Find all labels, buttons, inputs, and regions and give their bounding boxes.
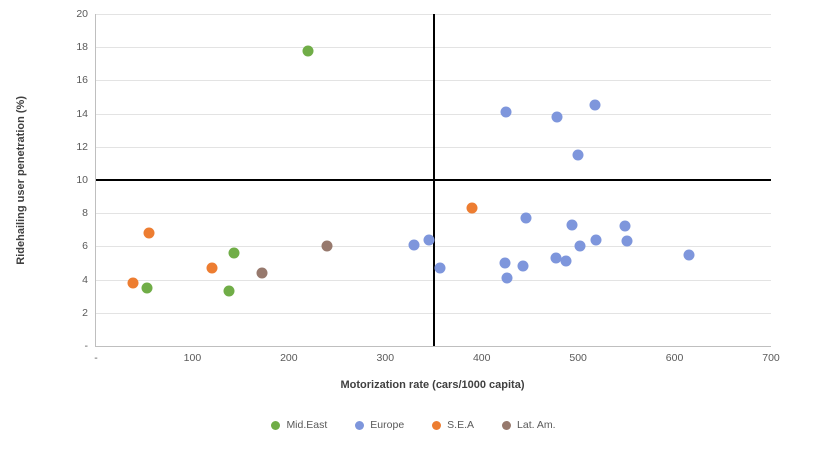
data-point bbox=[302, 45, 314, 57]
legend-marker-icon bbox=[432, 420, 442, 430]
y-axis-title: Ridehailing user penetration (%) bbox=[12, 14, 30, 346]
y-tick-label: - bbox=[84, 340, 89, 352]
data-point bbox=[228, 247, 240, 259]
x-tick-label: 200 bbox=[280, 352, 298, 364]
data-point bbox=[619, 220, 631, 232]
x-tick-label: 500 bbox=[569, 352, 587, 364]
legend-item: Europe bbox=[355, 419, 404, 431]
data-point bbox=[256, 267, 268, 279]
data-point bbox=[560, 255, 572, 267]
data-point bbox=[574, 240, 586, 252]
legend-item: Mid.East bbox=[271, 419, 327, 431]
legend-marker-icon bbox=[355, 420, 365, 430]
data-point bbox=[551, 111, 563, 123]
data-point bbox=[500, 106, 512, 118]
legend-item: Lat. Am. bbox=[502, 419, 556, 431]
y-tick-label: 8 bbox=[82, 207, 88, 220]
data-point bbox=[408, 239, 420, 251]
data-point bbox=[423, 234, 435, 246]
y-tick-label: 6 bbox=[82, 240, 88, 253]
y-axis-title-text: Ridehailing user penetration (%) bbox=[15, 95, 27, 265]
x-tick-label: 700 bbox=[762, 352, 780, 364]
data-point bbox=[206, 262, 218, 274]
legend-label: S.E.A bbox=[447, 419, 475, 431]
legend-marker-icon bbox=[502, 420, 512, 430]
y-tick-label: 10 bbox=[76, 174, 88, 186]
x-tick-label: 300 bbox=[376, 352, 395, 364]
plot-area: - 2 4 6 8 10 12 14 16 18 20 - 100 200 300 400 500 600 700 bbox=[76, 8, 779, 364]
data-point bbox=[589, 99, 601, 111]
y-tick-label: 2 bbox=[82, 306, 88, 319]
x-tick-label: 100 bbox=[183, 352, 202, 364]
data-point bbox=[590, 234, 601, 246]
x-tick-label: - bbox=[94, 352, 98, 364]
y-tick-label: 4 bbox=[82, 273, 88, 286]
data-point bbox=[550, 252, 562, 264]
data-point bbox=[517, 260, 529, 272]
data-point bbox=[621, 235, 633, 247]
y-tick-label: 12 bbox=[76, 140, 88, 153]
data-point bbox=[501, 272, 513, 284]
data-point bbox=[127, 277, 139, 289]
x-tick-label: 400 bbox=[472, 352, 491, 364]
legend-label: Europe bbox=[370, 419, 405, 431]
data-point bbox=[434, 262, 446, 274]
data-point bbox=[321, 240, 333, 252]
y-tick-label: 20 bbox=[76, 8, 88, 20]
y-tick-label: 18 bbox=[76, 41, 88, 54]
y-tick-label: 14 bbox=[76, 107, 88, 120]
data-point bbox=[223, 285, 235, 297]
data-point bbox=[566, 219, 578, 231]
data-point bbox=[466, 202, 478, 214]
x-axis-title: Motorization rate (cars/1000 capita) bbox=[340, 379, 525, 391]
data-point bbox=[520, 212, 532, 224]
legend-label: Mid.East bbox=[286, 419, 328, 431]
legend-item: S.E.A bbox=[432, 419, 474, 431]
data-point bbox=[143, 227, 155, 239]
x-tick-label: 600 bbox=[665, 352, 684, 364]
legend-label: Lat. Am. bbox=[517, 419, 556, 431]
data-point bbox=[499, 257, 511, 269]
y-tick-label: 16 bbox=[76, 74, 88, 87]
data-point bbox=[572, 149, 584, 161]
legend-marker-icon bbox=[271, 420, 281, 430]
data-point bbox=[141, 282, 153, 294]
quadrant-line-vertical bbox=[432, 14, 435, 346]
legend: Mid.East Europe S.E.A Lat. Am. bbox=[0, 419, 827, 431]
data-point bbox=[683, 249, 695, 261]
